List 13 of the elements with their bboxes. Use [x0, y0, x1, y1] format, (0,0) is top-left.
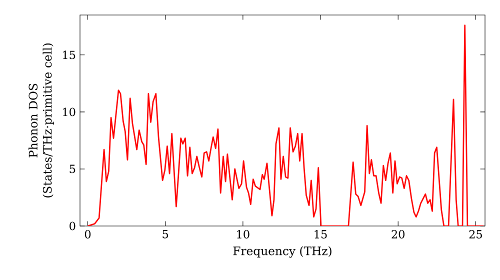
y-tick-label: 15 — [63, 50, 76, 60]
y-tick-label: 0 — [70, 222, 76, 230]
x-tick-label: 10 — [237, 230, 250, 238]
x-axis-title: Frequency (THz) — [233, 246, 332, 258]
x-tick-label: 0 — [84, 230, 91, 238]
line-series — [87, 24, 484, 226]
x-tick-label: 25 — [469, 230, 482, 238]
x-tick-label: 20 — [392, 230, 404, 238]
y-axis-title: Phonon DOS (States/THz·primitive cell) — [28, 44, 54, 198]
x-tick-label: 5 — [162, 230, 168, 238]
x-tick-label: 15 — [314, 230, 327, 238]
y-tick-label: 10 — [63, 108, 76, 116]
y-tick-label: 5 — [70, 164, 76, 174]
